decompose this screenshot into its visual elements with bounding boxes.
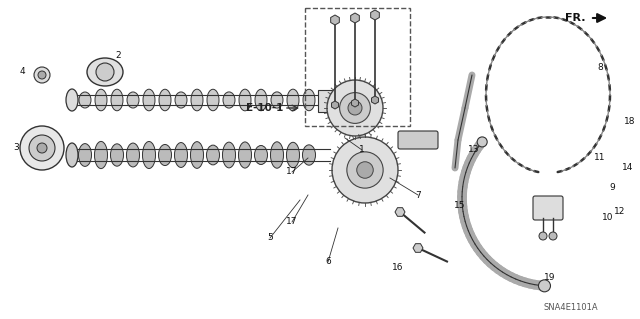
Ellipse shape [303, 89, 315, 111]
Ellipse shape [175, 143, 188, 167]
Text: 10: 10 [602, 213, 614, 222]
Text: 1: 1 [359, 145, 365, 154]
Ellipse shape [239, 89, 251, 111]
Ellipse shape [127, 143, 140, 167]
Text: 7: 7 [415, 190, 421, 199]
Ellipse shape [159, 145, 172, 166]
Text: 9: 9 [609, 183, 615, 192]
Circle shape [539, 232, 547, 240]
Circle shape [96, 63, 114, 81]
Ellipse shape [271, 92, 283, 108]
Ellipse shape [111, 144, 124, 166]
Ellipse shape [191, 142, 204, 168]
Text: 14: 14 [622, 164, 634, 173]
Ellipse shape [207, 145, 220, 165]
Circle shape [29, 135, 55, 161]
Ellipse shape [239, 142, 252, 168]
Circle shape [356, 162, 373, 178]
Text: 3: 3 [13, 144, 19, 152]
Ellipse shape [79, 92, 91, 108]
Circle shape [327, 80, 383, 136]
Ellipse shape [223, 142, 236, 168]
Text: 17: 17 [286, 218, 298, 226]
FancyBboxPatch shape [398, 131, 438, 149]
Circle shape [38, 71, 46, 79]
Bar [305, 8, 410, 126]
Circle shape [348, 101, 362, 115]
Text: 17: 17 [286, 167, 298, 176]
Ellipse shape [287, 142, 300, 168]
Text: 19: 19 [544, 273, 556, 283]
Ellipse shape [175, 92, 187, 108]
Ellipse shape [303, 145, 316, 165]
Circle shape [549, 232, 557, 240]
Circle shape [37, 143, 47, 153]
Text: 12: 12 [614, 207, 626, 217]
Ellipse shape [287, 89, 299, 111]
Text: FR.: FR. [566, 13, 586, 23]
Circle shape [538, 280, 550, 292]
Text: 6: 6 [325, 257, 331, 266]
Circle shape [347, 152, 383, 188]
Text: 18: 18 [624, 117, 636, 127]
Text: 8: 8 [597, 63, 603, 72]
Ellipse shape [95, 141, 108, 169]
Circle shape [340, 93, 371, 123]
Circle shape [332, 137, 398, 203]
Ellipse shape [255, 89, 267, 111]
Ellipse shape [127, 92, 139, 108]
Ellipse shape [207, 89, 219, 111]
Text: 5: 5 [267, 234, 273, 242]
Ellipse shape [66, 143, 78, 167]
Ellipse shape [143, 141, 156, 168]
Ellipse shape [95, 89, 107, 111]
Circle shape [34, 67, 50, 83]
Ellipse shape [255, 145, 268, 165]
Circle shape [477, 137, 487, 147]
Text: 16: 16 [392, 263, 404, 272]
Text: 11: 11 [595, 153, 605, 162]
Ellipse shape [111, 89, 123, 111]
Text: 15: 15 [454, 201, 466, 210]
Ellipse shape [271, 142, 284, 168]
Ellipse shape [223, 92, 235, 108]
Ellipse shape [87, 58, 123, 86]
Text: 2: 2 [115, 50, 121, 60]
Text: 13: 13 [468, 145, 480, 154]
Bar [318, 90, 336, 112]
Ellipse shape [143, 89, 155, 111]
Text: SNA4E1101A: SNA4E1101A [543, 303, 598, 313]
Text: E-10-1: E-10-1 [246, 103, 283, 113]
Ellipse shape [79, 144, 92, 167]
Circle shape [20, 126, 64, 170]
Text: 4: 4 [19, 68, 25, 77]
Ellipse shape [66, 89, 78, 111]
Ellipse shape [159, 89, 171, 111]
FancyBboxPatch shape [533, 196, 563, 220]
Ellipse shape [191, 89, 203, 111]
